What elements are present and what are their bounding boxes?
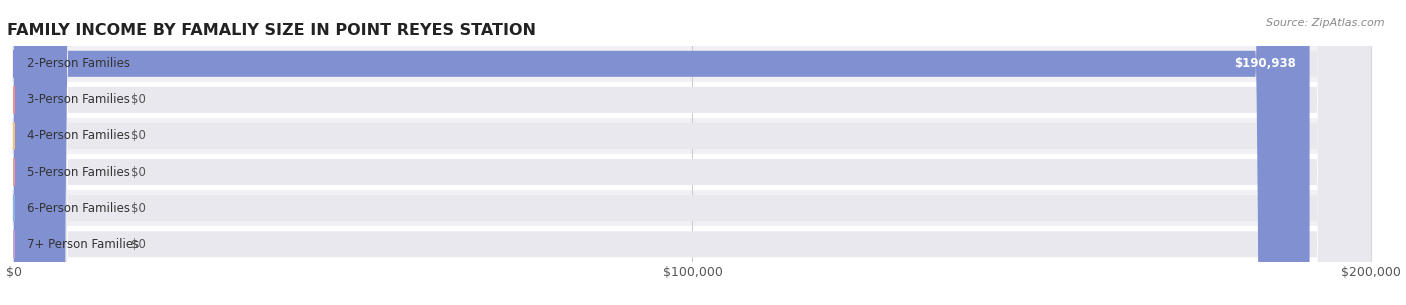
FancyBboxPatch shape: [14, 0, 1371, 305]
Bar: [13, 190, 1372, 226]
Text: 3-Person Families: 3-Person Families: [27, 93, 131, 106]
Text: 5-Person Families: 5-Person Families: [27, 166, 131, 178]
Bar: [13, 118, 1372, 154]
Text: $0: $0: [131, 202, 146, 215]
Text: $0: $0: [131, 130, 146, 142]
FancyBboxPatch shape: [14, 0, 1371, 305]
Text: $0: $0: [131, 166, 146, 178]
FancyBboxPatch shape: [14, 0, 1371, 305]
Text: FAMILY INCOME BY FAMALIY SIZE IN POINT REYES STATION: FAMILY INCOME BY FAMALIY SIZE IN POINT R…: [7, 23, 536, 38]
Bar: [13, 154, 1372, 190]
Text: $190,938: $190,938: [1234, 57, 1296, 70]
Bar: [13, 226, 1372, 262]
Bar: [13, 46, 1372, 82]
Text: 4-Person Families: 4-Person Families: [27, 130, 131, 142]
FancyBboxPatch shape: [14, 0, 1371, 305]
Text: Source: ZipAtlas.com: Source: ZipAtlas.com: [1267, 18, 1385, 28]
FancyBboxPatch shape: [14, 0, 1371, 305]
FancyBboxPatch shape: [14, 0, 1371, 305]
Text: 2-Person Families: 2-Person Families: [27, 57, 131, 70]
Text: 7+ Person Families: 7+ Person Families: [27, 238, 139, 251]
Text: $0: $0: [131, 238, 146, 251]
Text: 6-Person Families: 6-Person Families: [27, 202, 131, 215]
Bar: [13, 82, 1372, 118]
Text: $0: $0: [131, 93, 146, 106]
FancyBboxPatch shape: [14, 0, 1309, 305]
